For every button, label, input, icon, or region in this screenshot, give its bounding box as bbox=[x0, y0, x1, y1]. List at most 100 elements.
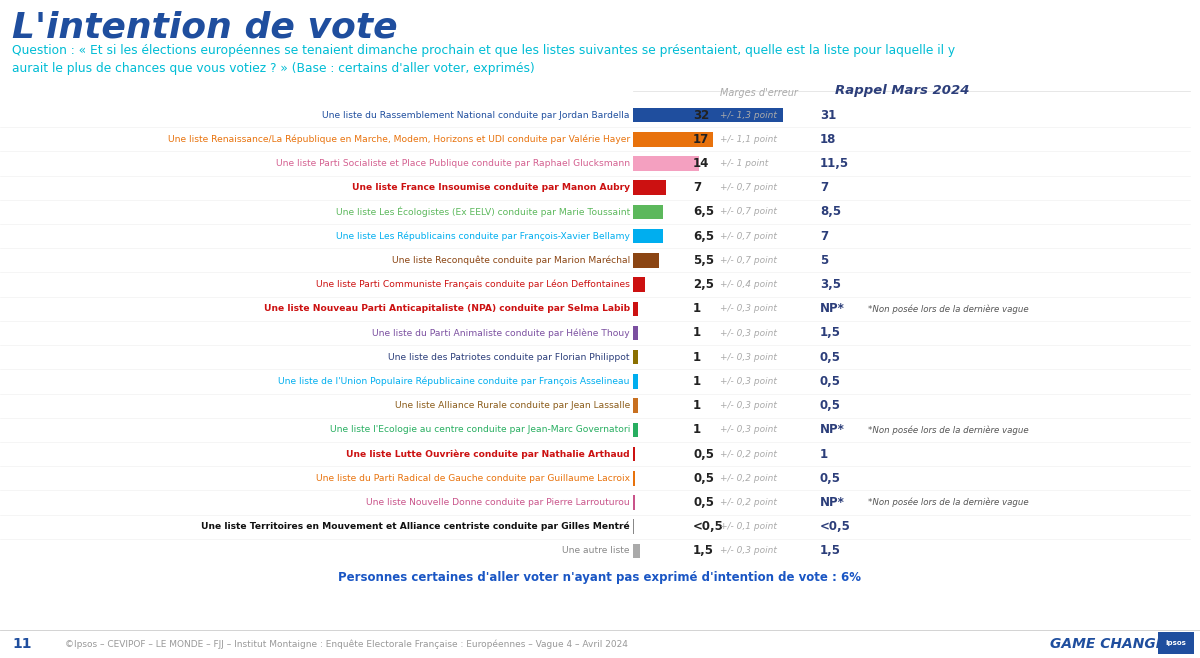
Text: 1: 1 bbox=[694, 351, 701, 364]
Text: Une liste des Patriotes conduite par Florian Philippot: Une liste des Patriotes conduite par Flo… bbox=[389, 353, 630, 362]
Bar bbox=[634, 180, 666, 195]
Text: 0,5: 0,5 bbox=[694, 472, 714, 485]
Text: Une liste France Insoumise conduite par Manon Aubry: Une liste France Insoumise conduite par … bbox=[352, 183, 630, 192]
Bar bbox=[634, 519, 635, 534]
Text: 18: 18 bbox=[820, 133, 836, 146]
Text: 32: 32 bbox=[694, 109, 709, 122]
Text: +/- 0,2 point: +/- 0,2 point bbox=[720, 498, 776, 507]
Text: 2,5: 2,5 bbox=[694, 278, 714, 291]
Bar bbox=[634, 544, 640, 558]
Text: 0,5: 0,5 bbox=[820, 399, 841, 412]
Text: Personnes certaines d'aller voter n'ayant pas exprimé d'intention de vote : 6%: Personnes certaines d'aller voter n'ayan… bbox=[338, 571, 862, 584]
Text: NP*: NP* bbox=[820, 302, 845, 315]
Text: +/- 0,3 point: +/- 0,3 point bbox=[720, 377, 776, 386]
Text: Une liste Nouveau Parti Anticapitaliste (NPA) conduite par Selma Labib: Une liste Nouveau Parti Anticapitaliste … bbox=[264, 304, 630, 313]
Text: +/- 0,2 point: +/- 0,2 point bbox=[720, 449, 776, 459]
Text: L'intention de vote: L'intention de vote bbox=[12, 10, 397, 44]
Text: 1: 1 bbox=[694, 423, 701, 436]
Text: 0,5: 0,5 bbox=[694, 496, 714, 509]
Bar bbox=[634, 471, 635, 486]
Text: *Non posée lors de la dernière vague: *Non posée lors de la dernière vague bbox=[868, 425, 1028, 434]
Bar bbox=[634, 301, 637, 316]
Text: +/- 1 point: +/- 1 point bbox=[720, 159, 768, 168]
Text: Une liste du Parti Radical de Gauche conduite par Guillaume Lacroix: Une liste du Parti Radical de Gauche con… bbox=[316, 474, 630, 483]
Text: +/- 1,3 point: +/- 1,3 point bbox=[720, 111, 776, 120]
Text: +/- 0,3 point: +/- 0,3 point bbox=[720, 328, 776, 338]
Text: +/- 0,1 point: +/- 0,1 point bbox=[720, 522, 776, 531]
Text: ©Ipsos – CEVIPOF – LE MONDE – FJJ – Institut Montaigne : Enquête Electorale Fran: ©Ipsos – CEVIPOF – LE MONDE – FJJ – Inst… bbox=[65, 640, 628, 649]
Text: 14: 14 bbox=[694, 157, 709, 170]
Bar bbox=[634, 350, 637, 365]
Text: Une liste Les Écologistes (Ex EELV) conduite par Marie Toussaint: Une liste Les Écologistes (Ex EELV) cond… bbox=[336, 207, 630, 217]
Bar bbox=[634, 398, 637, 413]
Text: Question : « Et si les élections européennes se tenaient dimanche prochain et qu: Question : « Et si les élections europée… bbox=[12, 44, 955, 57]
Text: Une liste Parti Communiste Français conduite par Léon Deffontaines: Une liste Parti Communiste Français cond… bbox=[316, 280, 630, 290]
Text: Une liste du Rassemblement National conduite par Jordan Bardella: Une liste du Rassemblement National cond… bbox=[323, 111, 630, 120]
Bar bbox=[634, 205, 664, 219]
Bar bbox=[634, 156, 698, 171]
Text: 7: 7 bbox=[694, 181, 701, 194]
Text: 3,5: 3,5 bbox=[820, 278, 841, 291]
Text: +/- 0,3 point: +/- 0,3 point bbox=[720, 546, 776, 555]
Text: Une autre liste: Une autre liste bbox=[563, 546, 630, 555]
Text: +/- 0,7 point: +/- 0,7 point bbox=[720, 256, 776, 265]
Text: GAME CHANGERS: GAME CHANGERS bbox=[1050, 637, 1186, 651]
Text: 0,5: 0,5 bbox=[820, 375, 841, 388]
Text: 0,5: 0,5 bbox=[820, 351, 841, 364]
Text: 17: 17 bbox=[694, 133, 709, 146]
Bar bbox=[634, 326, 637, 340]
Text: 1: 1 bbox=[694, 302, 701, 315]
Text: 1,5: 1,5 bbox=[820, 326, 841, 340]
Text: Une liste Renaissance/La République en Marche, Modem, Horizons et UDI conduite p: Une liste Renaissance/La République en M… bbox=[168, 135, 630, 144]
Text: Rappel Mars 2024: Rappel Mars 2024 bbox=[835, 84, 970, 97]
Text: 11,5: 11,5 bbox=[820, 157, 850, 170]
Text: 7: 7 bbox=[820, 230, 828, 243]
Text: 5,5: 5,5 bbox=[694, 254, 714, 267]
Text: Une liste Parti Socialiste et Place Publique conduite par Raphael Glucksmann: Une liste Parti Socialiste et Place Publ… bbox=[276, 159, 630, 168]
Text: 0,5: 0,5 bbox=[694, 447, 714, 461]
Text: 1: 1 bbox=[694, 326, 701, 340]
Text: 6,5: 6,5 bbox=[694, 205, 714, 218]
Text: +/- 0,3 point: +/- 0,3 point bbox=[720, 353, 776, 362]
Bar bbox=[634, 495, 635, 510]
Text: 0,5: 0,5 bbox=[820, 472, 841, 485]
Text: 1,5: 1,5 bbox=[694, 544, 714, 557]
Text: *Non posée lors de la dernière vague: *Non posée lors de la dernière vague bbox=[868, 304, 1028, 314]
Text: *Non posée lors de la dernière vague: *Non posée lors de la dernière vague bbox=[868, 497, 1028, 507]
Text: 8,5: 8,5 bbox=[820, 205, 841, 218]
Text: NP*: NP* bbox=[820, 496, 845, 509]
Bar bbox=[1158, 632, 1194, 654]
Text: +/- 0,7 point: +/- 0,7 point bbox=[720, 207, 776, 216]
Text: 5: 5 bbox=[820, 254, 828, 267]
Text: +/- 0,7 point: +/- 0,7 point bbox=[720, 232, 776, 241]
Text: Une liste Les Républicains conduite par François-Xavier Bellamy: Une liste Les Républicains conduite par … bbox=[336, 232, 630, 241]
Bar bbox=[634, 229, 664, 243]
Text: 6,5: 6,5 bbox=[694, 230, 714, 243]
Text: +/- 0,3 point: +/- 0,3 point bbox=[720, 425, 776, 434]
Text: +/- 0,2 point: +/- 0,2 point bbox=[720, 474, 776, 483]
Bar bbox=[634, 277, 644, 292]
Text: NP*: NP* bbox=[820, 423, 845, 436]
Text: +/- 0,4 point: +/- 0,4 point bbox=[720, 280, 776, 289]
Text: Une liste Alliance Rurale conduite par Jean Lassalle: Une liste Alliance Rurale conduite par J… bbox=[395, 401, 630, 410]
Bar bbox=[634, 447, 635, 461]
Text: ipsos: ipsos bbox=[1165, 640, 1187, 646]
Text: +/- 0,3 point: +/- 0,3 point bbox=[720, 304, 776, 313]
Text: Une liste Nouvelle Donne conduite par Pierre Larrouturou: Une liste Nouvelle Donne conduite par Pi… bbox=[366, 498, 630, 507]
Text: Une liste Reconquête conduite par Marion Maréchal: Une liste Reconquête conduite par Marion… bbox=[391, 255, 630, 265]
Text: +/- 1,1 point: +/- 1,1 point bbox=[720, 135, 776, 144]
Text: <0,5: <0,5 bbox=[694, 520, 724, 533]
Text: 1: 1 bbox=[694, 375, 701, 388]
Text: 31: 31 bbox=[820, 109, 836, 122]
Text: 1: 1 bbox=[694, 399, 701, 412]
Text: aurait le plus de chances que vous votiez ? » (Base : certains d'aller voter, ex: aurait le plus de chances que vous votie… bbox=[12, 62, 535, 75]
Text: +/- 0,3 point: +/- 0,3 point bbox=[720, 401, 776, 410]
Bar bbox=[634, 253, 659, 268]
Text: Marges d'erreur: Marges d'erreur bbox=[720, 88, 798, 98]
Text: 1,5: 1,5 bbox=[820, 544, 841, 557]
Text: 1: 1 bbox=[820, 447, 828, 461]
Text: Une liste Territoires en Mouvement et Alliance centriste conduite par Gilles Men: Une liste Territoires en Mouvement et Al… bbox=[202, 522, 630, 532]
Text: <0,5: <0,5 bbox=[820, 520, 851, 533]
Text: 11: 11 bbox=[12, 637, 31, 651]
Bar bbox=[634, 132, 713, 147]
